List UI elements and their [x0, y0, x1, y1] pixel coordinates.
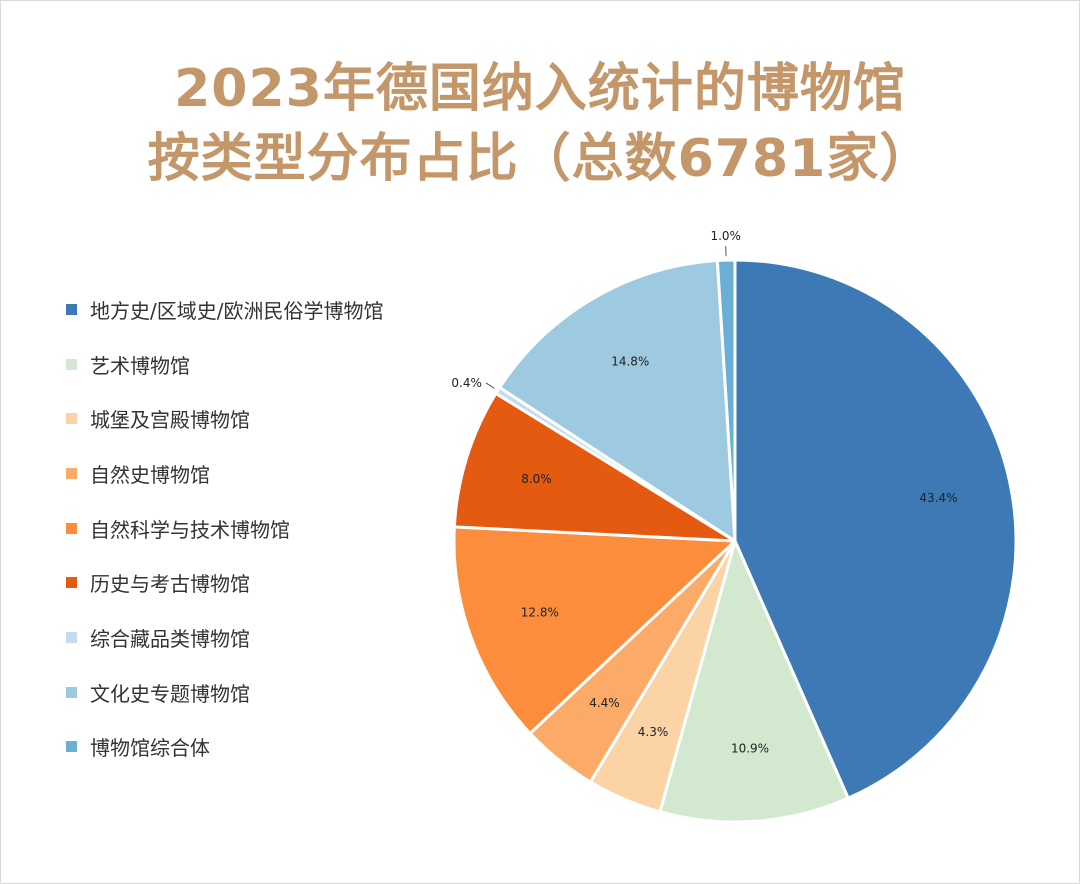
pie-slice	[498, 259, 737, 543]
pie-slice	[715, 258, 737, 543]
legend-swatch	[66, 577, 77, 589]
leader-line	[485, 382, 495, 389]
legend-label: 城堡及宫殿博物馆	[90, 408, 250, 433]
slice-data-label: 8.0%	[521, 472, 552, 486]
slice-data-label: 43.4%	[919, 491, 957, 505]
legend-swatch	[66, 631, 77, 643]
pie-slice	[733, 258, 1018, 800]
pie-slice	[658, 539, 850, 824]
pie-slice	[452, 525, 737, 735]
legend-label: 博物馆综合体	[90, 736, 210, 761]
legend-swatch	[66, 467, 77, 479]
legend-item: 艺术博物馆	[66, 337, 383, 392]
slice-data-label: 14.8%	[611, 354, 649, 368]
legend-swatch	[66, 522, 77, 534]
legend-item: 地方史/区域史/欧洲民俗学博物馆	[66, 282, 383, 337]
legend-swatch	[66, 686, 77, 698]
legend-item: 城堡及宫殿博物馆	[66, 391, 383, 446]
slice-data-label: 4.3%	[638, 725, 669, 739]
slice-data-label: 12.8%	[521, 606, 559, 620]
legend-label: 文化史专题博物馆	[90, 681, 250, 706]
legend-label: 自然史博物馆	[90, 462, 210, 487]
chart-title-line1: 2023年德国纳入统计的博物馆	[174, 59, 906, 119]
legend-swatch	[66, 303, 77, 315]
legend-label: 历史与考古博物馆	[90, 572, 250, 597]
legend-item: 自然史博物馆	[66, 446, 383, 501]
slice-data-label: 4.4%	[589, 696, 620, 710]
legend-item: 自然科学与技术博物馆	[66, 501, 383, 556]
legend-item: 文化史专题博物馆	[66, 665, 383, 720]
legend-swatch	[66, 413, 77, 425]
pie-slice	[452, 391, 737, 543]
legend-swatch	[66, 741, 77, 753]
legend-swatch	[66, 358, 77, 370]
legend-item: 历史与考古博物馆	[66, 555, 383, 610]
legend-label: 自然科学与技术博物馆	[90, 517, 290, 542]
slice-data-label: 10.9%	[731, 741, 769, 755]
chart-title-line2: 按类型分布占比（总数6781家）	[147, 129, 933, 189]
slice-data-label: 0.4%	[451, 376, 482, 390]
legend-label: 艺术博物馆	[90, 353, 190, 378]
legend-item: 博物馆综合体	[66, 720, 383, 775]
legend-item: 综合藏品类博物馆	[66, 610, 383, 665]
legend: 地方史/区域史/欧洲民俗学博物馆 艺术博物馆城堡及宫殿博物馆 自然史博物馆自然科学与…	[66, 282, 383, 774]
legend-label: 地方史/区域史/欧洲民俗学博物馆	[90, 298, 384, 323]
legend-label: 综合藏品类博物馆	[90, 626, 250, 651]
slice-data-label: 1.0%	[710, 229, 741, 243]
